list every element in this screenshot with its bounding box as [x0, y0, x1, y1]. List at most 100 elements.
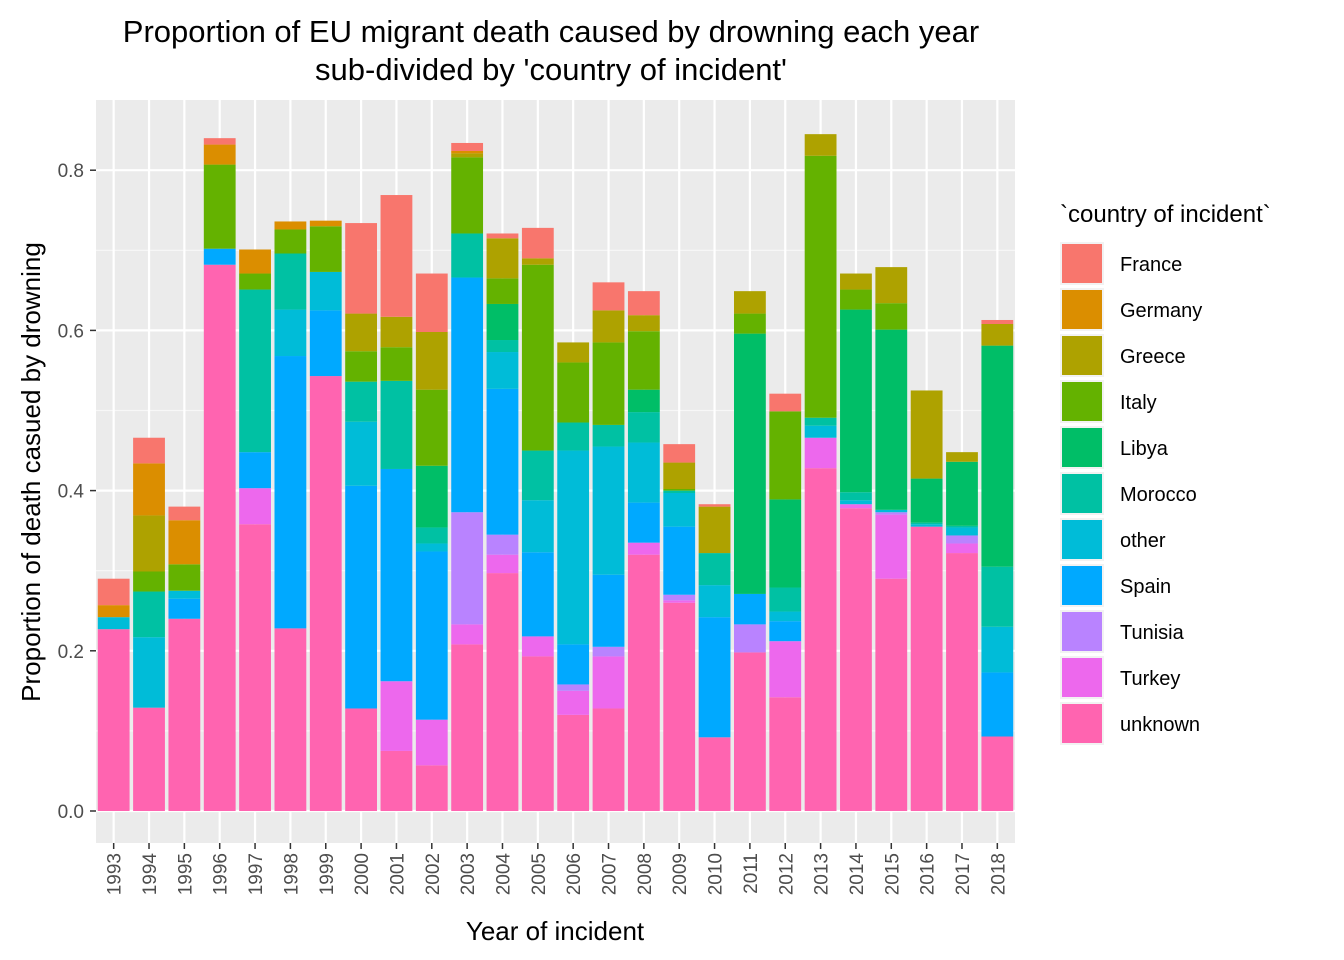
- x-tick-label: 2006: [564, 853, 585, 895]
- x-axis: 1993 1994 1995 1996 1997 1998 1999 2000 2001 2002…: [105, 843, 1009, 896]
- bar-2002-greece: [415, 332, 448, 390]
- bar-2007-morocco: [592, 424, 625, 447]
- x-tick-label: 2012: [776, 853, 797, 895]
- bar-2004-turkey: [486, 554, 519, 574]
- y-tick-label: 0.2: [58, 642, 84, 663]
- legend-label-tunisia: Tunisia: [1120, 622, 1185, 644]
- bar-2011-spain: [733, 593, 766, 625]
- bar-2007-turkey: [592, 656, 625, 709]
- bar-1995-france: [168, 506, 201, 521]
- bar-1994-france: [133, 437, 165, 464]
- bar-2003-spain: [451, 277, 484, 513]
- bar-2004-libya: [486, 303, 519, 341]
- legend-swatch-greece: [1062, 336, 1102, 375]
- bar-2012-unknown: [769, 697, 802, 811]
- x-tick-label: 1994: [140, 853, 161, 896]
- bar-1996-france: [203, 138, 236, 145]
- bar-2002-other: [415, 543, 448, 552]
- bar-2014-libya: [840, 309, 872, 493]
- bar-2017-morocco: [946, 525, 978, 528]
- bar-2009-unknown: [663, 602, 696, 811]
- x-tick-label: 1996: [211, 853, 232, 895]
- bar-2014-unknown: [840, 508, 872, 811]
- bar-2011-unknown: [733, 652, 766, 811]
- chart-title: Proportion of EU migrant death caused by…: [123, 14, 979, 49]
- bar-2014-turkey: [840, 504, 872, 509]
- bar-1998-unknown: [274, 628, 307, 811]
- bar-2004-france: [486, 233, 519, 239]
- bar-2005-unknown: [521, 656, 554, 811]
- bar-2003-unknown: [451, 644, 484, 811]
- bar-2007-other: [592, 446, 625, 575]
- bar-2005-italy: [521, 264, 554, 451]
- y-axis-title: Proportion of death casued by drowning: [16, 242, 46, 702]
- bar-2000-france: [345, 223, 378, 314]
- bar-2009-tunisia: [663, 594, 696, 601]
- x-axis-title: Year of incident: [466, 916, 645, 946]
- x-tick-label: 2017: [953, 853, 974, 895]
- bar-2018-france: [981, 319, 1014, 324]
- bar-2017-greece: [946, 452, 978, 462]
- bar-1998-other: [274, 309, 307, 357]
- bar-2016-unknown: [910, 526, 943, 811]
- x-tick-label: 1999: [317, 853, 338, 895]
- bar-2006-italy: [557, 362, 590, 423]
- bar-2006-morocco: [557, 422, 590, 451]
- legend-swatch-spain: [1062, 566, 1102, 605]
- bar-2004-italy: [486, 278, 519, 304]
- bar-2006-unknown: [557, 714, 590, 811]
- x-tick-label: 2018: [988, 853, 1009, 895]
- bar-1998-morocco: [274, 253, 307, 310]
- bar-2008-turkey: [627, 542, 660, 555]
- bar-1994-germany: [133, 463, 165, 516]
- bar-2007-unknown: [592, 708, 625, 811]
- legend-label-unknown: unknown: [1120, 714, 1200, 736]
- bar-2009-greece: [663, 462, 696, 489]
- bar-2008-greece: [627, 315, 660, 332]
- bar-2001-unknown: [380, 750, 413, 811]
- bar-2017-tunisia: [946, 535, 978, 544]
- y-tick-label: 0.4: [58, 482, 85, 503]
- x-tick-label: 2013: [812, 853, 833, 895]
- bar-2011-libya: [733, 333, 766, 594]
- y-tick-label: 0.8: [58, 161, 84, 182]
- bar-2005-other: [521, 500, 554, 553]
- bar-2000-spain: [345, 485, 378, 709]
- bar-2007-italy: [592, 342, 625, 425]
- legend-swatch-tunisia: [1062, 612, 1102, 651]
- legend-swatch-france: [1062, 244, 1102, 283]
- legend-label-morocco: Morocco: [1120, 484, 1197, 506]
- bar-2003-italy: [451, 157, 484, 234]
- x-tick-label: 2001: [387, 853, 408, 895]
- x-tick-label: 2004: [493, 853, 514, 896]
- bar-2010-france: [698, 504, 731, 507]
- bar-2001-france: [380, 195, 413, 317]
- bar-2012-libya: [769, 499, 802, 588]
- bar-2002-libya: [415, 465, 448, 528]
- bar-2005-spain: [521, 552, 554, 637]
- bar-2003-turkey: [451, 624, 484, 645]
- bar-2015-turkey: [875, 514, 908, 579]
- bar-2011-italy: [733, 313, 766, 334]
- bar-2005-morocco: [521, 450, 554, 501]
- bar-2013-greece: [804, 134, 837, 156]
- bar-2006-other: [557, 450, 590, 645]
- bar-2001-italy: [380, 347, 413, 381]
- bar-2000-italy: [345, 351, 378, 382]
- bar-1993-germany: [97, 605, 130, 618]
- legend-swatch-libya: [1062, 428, 1102, 467]
- bar-2006-greece: [557, 342, 590, 363]
- bar-2004-spain: [486, 388, 519, 535]
- bar-1997-spain: [239, 452, 271, 489]
- bar-2012-turkey: [769, 641, 802, 698]
- bar-2014-morocco: [840, 492, 872, 501]
- bar-2007-france: [592, 282, 625, 311]
- x-tick-label: 2014: [847, 853, 868, 896]
- legend-swatch-germany: [1062, 290, 1102, 329]
- bar-1993-france: [97, 578, 130, 606]
- bar-1996-unknown: [203, 264, 236, 811]
- bar-1995-unknown: [168, 618, 201, 811]
- bar-1996-germany: [203, 144, 236, 165]
- bar-2004-tunisia: [486, 534, 519, 555]
- bar-1998-italy: [274, 229, 307, 254]
